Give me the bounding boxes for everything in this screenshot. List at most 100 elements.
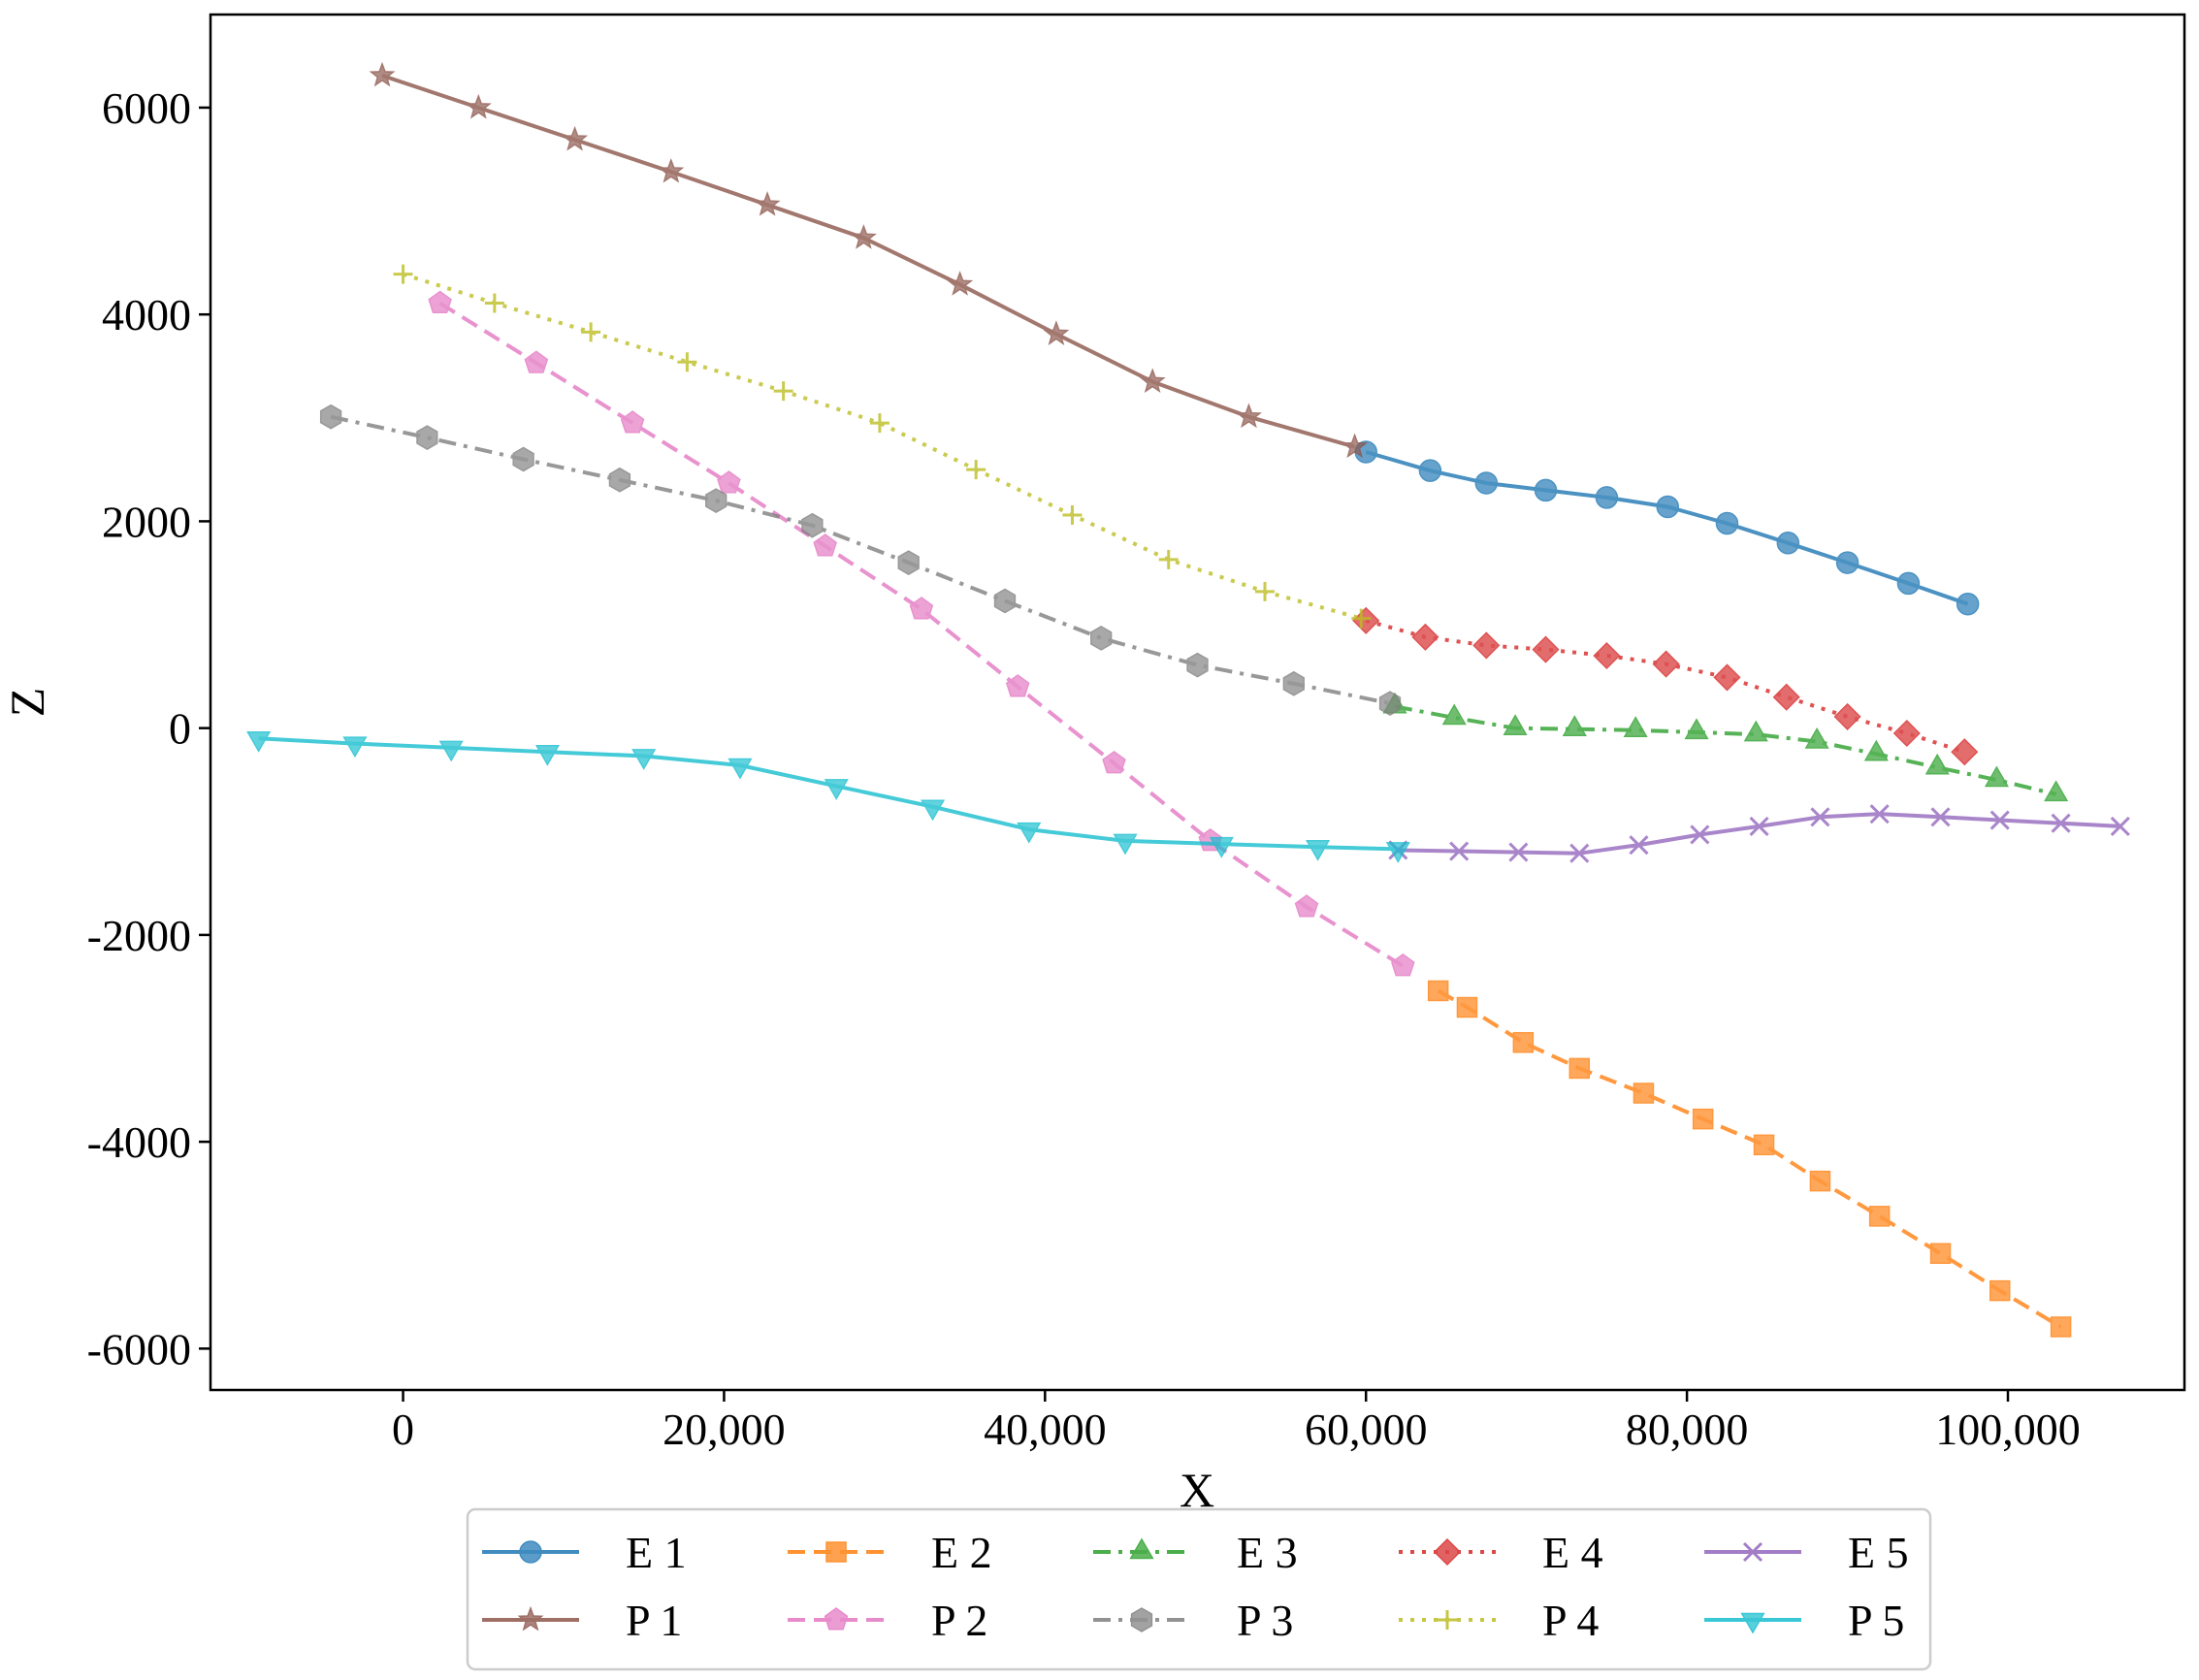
data-point [1512, 1032, 1535, 1053]
data-point [1656, 495, 1680, 519]
legend-marker [1129, 1537, 1154, 1560]
data-point [1753, 1134, 1775, 1156]
data-point [1896, 571, 1921, 596]
legend-item [482, 1540, 579, 1564]
data-point [1294, 894, 1319, 918]
data-point [2050, 1316, 2072, 1338]
data-point [824, 779, 849, 800]
data-point [1449, 841, 1470, 861]
data-point [1989, 1279, 2011, 1302]
series-p3 [319, 404, 1402, 716]
data-point [581, 322, 601, 342]
series-p2 [428, 290, 1415, 977]
y-axis-label: Z [0, 688, 54, 718]
legend-label: E 4 [1542, 1528, 1603, 1577]
y-axis-ticks: -6000 -4000 -2000 0 2000 4000 6000 [87, 83, 210, 1373]
data-point [1772, 683, 1800, 711]
data-point [512, 446, 534, 472]
data-point [1352, 606, 1380, 634]
data-point [869, 413, 889, 434]
data-point [1930, 807, 1951, 827]
data-point [465, 93, 492, 119]
data-point [1595, 486, 1619, 509]
data-point [909, 597, 934, 620]
legend-marker [824, 1607, 849, 1631]
series-e4 [1352, 606, 1979, 766]
data-point [1005, 674, 1030, 697]
series-layer [246, 61, 2130, 1338]
data-point [2044, 780, 2069, 802]
data-point [1869, 804, 1890, 824]
series-line [258, 736, 1399, 852]
legend-marker [1742, 1541, 1763, 1563]
legend-item [482, 1605, 579, 1632]
data-point [1503, 714, 1528, 735]
data-point [1209, 836, 1234, 858]
legend-item [788, 1607, 885, 1631]
data-point [1186, 652, 1209, 678]
data-point [1235, 403, 1262, 429]
legend-item [1399, 1537, 1496, 1567]
data-point [1017, 822, 1042, 844]
data-point [1810, 807, 1830, 827]
data-point [1378, 691, 1402, 716]
data-point [1062, 505, 1083, 526]
data-point [801, 512, 824, 538]
data-point [1833, 702, 1861, 730]
legend-label: P 4 [1542, 1596, 1599, 1645]
data-point [1629, 835, 1649, 856]
data-point [921, 799, 946, 822]
data-point [1282, 670, 1305, 696]
legend-item [1093, 1537, 1190, 1560]
series-line [1394, 704, 2057, 796]
data-point [1351, 608, 1372, 629]
data-point [1474, 471, 1499, 495]
data-point [562, 125, 589, 151]
legend-label: P 5 [1848, 1596, 1904, 1645]
data-point [1472, 631, 1501, 660]
data-point [1713, 663, 1741, 692]
data-point [620, 410, 645, 434]
legend-marker [825, 1541, 847, 1563]
data-point [1411, 623, 1439, 651]
data-point [1623, 716, 1648, 738]
legend-marker [1433, 1537, 1462, 1567]
data-point [1532, 635, 1560, 663]
data-point [1113, 833, 1138, 856]
data-point [1139, 368, 1166, 393]
data-point [608, 467, 631, 493]
data-point [1809, 1170, 1831, 1192]
data-point [1102, 750, 1126, 774]
data-point [947, 271, 974, 296]
data-point [1715, 511, 1739, 535]
data-point [658, 157, 685, 183]
data-point [416, 425, 438, 450]
y-tick-label: 2000 [102, 497, 191, 546]
data-point [1804, 727, 1829, 749]
data-point [705, 488, 728, 513]
series-line [1398, 812, 2120, 856]
legend-item [1093, 1607, 1190, 1632]
data-point [1427, 980, 1449, 1002]
legend-marker [1740, 1612, 1765, 1634]
series-e3 [1382, 692, 2069, 802]
data-point [1305, 840, 1331, 861]
y-tick-label: 0 [169, 704, 191, 754]
legend-item [1399, 1610, 1496, 1630]
y-tick-label: 4000 [102, 290, 191, 339]
x-tick-label: 40,000 [984, 1405, 1107, 1454]
data-point [1633, 1082, 1655, 1104]
data-point [1652, 650, 1680, 678]
series-line [1365, 450, 1969, 606]
data-point [438, 740, 464, 762]
y-tick-label: -2000 [87, 911, 191, 960]
data-point [1043, 320, 1070, 345]
data-point [1835, 551, 1859, 574]
data-point [342, 736, 368, 759]
data-point [1863, 739, 1889, 761]
data-point [1534, 478, 1558, 502]
legend-label: E 2 [931, 1528, 992, 1577]
legend-label: P 3 [1237, 1596, 1293, 1645]
data-point [754, 191, 781, 216]
